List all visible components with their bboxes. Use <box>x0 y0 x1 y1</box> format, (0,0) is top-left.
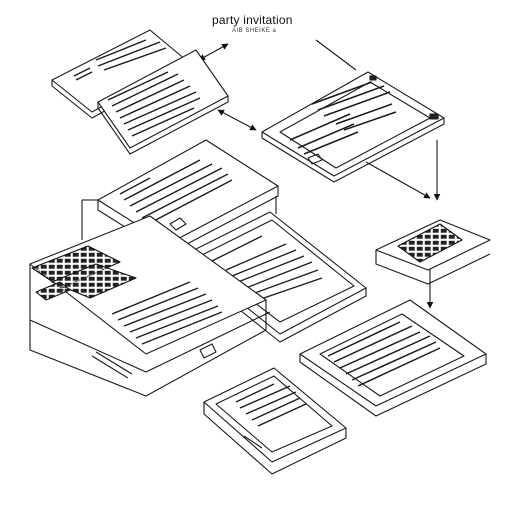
laptop-base-left <box>29 215 271 397</box>
diagram-title: party invitation <box>212 13 293 27</box>
card-right-small <box>375 219 491 285</box>
card-bottom-center <box>203 367 347 475</box>
card-top-right <box>261 71 445 183</box>
card-top-left <box>51 29 229 155</box>
diagram-subtitle: AIB SHEIKE a <box>232 28 277 34</box>
connector-arrows <box>81 39 441 309</box>
card-bottom-right <box>299 299 487 417</box>
